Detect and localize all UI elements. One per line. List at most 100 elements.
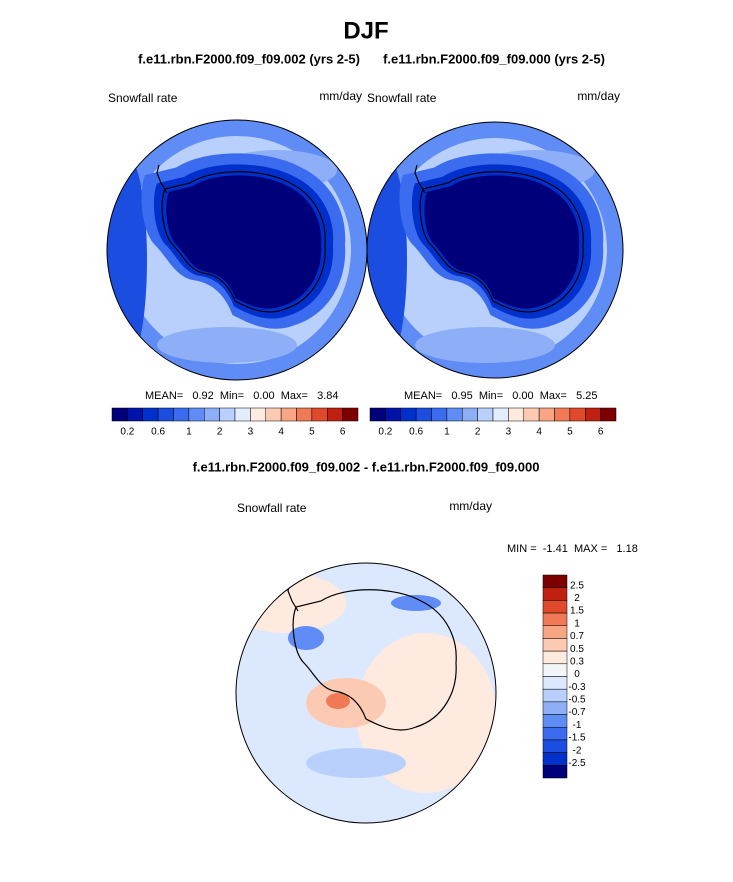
positive-patch: [236, 573, 346, 633]
negative-patch: [391, 595, 441, 611]
colorbar-box: [127, 407, 143, 422]
colorbar-label: 0.5: [570, 644, 584, 655]
colorbar-label: -0.7: [568, 707, 586, 718]
difference-title: f.e11.rbn.F2000.f09_f09.002 - f.e11.rbn.…: [193, 459, 540, 474]
colorbar-label: -1: [573, 720, 582, 731]
colorbar-label: 6: [340, 427, 346, 438]
colorbar-label: 0.3: [570, 656, 584, 667]
panel-title: f.e11.rbn.F2000.f09_f09.002 (yrs 2-5): [138, 51, 360, 66]
interior: [166, 175, 322, 309]
colorbar-box: [142, 407, 159, 422]
colorbar-label: -2: [573, 745, 582, 756]
colorbar-label: 0.2: [120, 427, 134, 438]
colorbar-box: [542, 574, 568, 588]
colorbar-box: [431, 407, 448, 422]
coastline: [161, 171, 326, 313]
colorbar-box: [538, 407, 555, 422]
colorbar-label: 1: [186, 427, 192, 438]
colorbar-label: 1.5: [570, 606, 584, 617]
stats: MEAN= 0.95 Min= 0.00 Max= 5.25: [404, 390, 598, 402]
colorbar-box: [342, 407, 359, 422]
colorbar-label: -1.5: [568, 733, 586, 744]
colorbar-box: [542, 612, 568, 626]
colorbar-box: [327, 407, 343, 422]
colorbar-box: [542, 663, 568, 677]
colorbar-box: [265, 407, 282, 422]
colorbar-label: 4: [536, 427, 542, 438]
map-border: [235, 562, 497, 824]
variable-label: Snowfall rate: [108, 91, 178, 105]
colorbar-box: [523, 407, 540, 422]
colorbar-box: [542, 638, 568, 652]
colorbar-label: 0.6: [151, 427, 165, 438]
units-label: mm/day: [577, 89, 620, 103]
figure-title: DJF: [343, 17, 388, 44]
colorbar-box: [280, 407, 297, 422]
colorbar-label: -0.3: [568, 682, 586, 693]
colorbar-box: [157, 407, 174, 422]
map: [107, 120, 367, 380]
colorbar-box: [250, 407, 266, 422]
colorbar-box: [542, 676, 568, 690]
colorbar-box: [477, 407, 494, 422]
colorbar-box: [400, 407, 417, 422]
colorbar-label: 0.7: [570, 631, 584, 642]
colorbar-box: [569, 407, 586, 422]
colorbar-label: 0.6: [409, 427, 423, 438]
positive-patch: [326, 693, 350, 709]
coastline: [414, 164, 426, 194]
colorbar-box: [542, 701, 568, 715]
colorbar-label: 5: [309, 427, 315, 438]
colorbar-box: [204, 407, 220, 422]
colorbar-box: [542, 600, 568, 614]
colorbar-box: [446, 407, 463, 422]
colorbar-label: 2: [574, 593, 580, 604]
colorbar-box: [173, 407, 190, 422]
colorbar-label: 6: [598, 427, 604, 438]
colorbar-box: [369, 407, 386, 422]
colorbar-label: 0.2: [378, 427, 392, 438]
colorbar-label: 5: [567, 427, 573, 438]
coastline: [419, 171, 584, 313]
colorbar-box: [415, 407, 432, 422]
stats: MEAN= 0.92 Min= 0.00 Max= 3.84: [145, 390, 339, 402]
colorbar-label: 1: [444, 427, 450, 438]
interior: [424, 175, 580, 309]
colorbar-label: 0: [574, 669, 580, 680]
panel-title: f.e11.rbn.F2000.f09_f09.000 (yrs 2-5): [383, 51, 605, 66]
colorbar-box: [296, 407, 313, 422]
colorbar-box: [219, 407, 236, 422]
map: [236, 563, 496, 823]
colorbar-box: [111, 407, 128, 422]
units-label: mm/day: [449, 499, 492, 513]
colorbar-box: [542, 688, 568, 703]
colorbar-box: [554, 407, 571, 422]
colorbar-label: 2: [217, 427, 223, 438]
negative-patch: [306, 748, 406, 778]
colorbar-box: [542, 765, 568, 779]
colorbar-box: [311, 407, 328, 422]
coastline: [292, 589, 457, 731]
colorbar-label: -2.5: [568, 758, 586, 769]
colorbar-label: 2.5: [570, 580, 584, 591]
colorbar-label: -0.5: [568, 695, 586, 706]
colorbar-box: [585, 407, 601, 422]
variable-label: Snowfall rate: [367, 91, 437, 105]
colorbar-label: 2: [475, 427, 481, 438]
colorbar-box: [462, 407, 478, 422]
colorbar-box: [600, 407, 617, 422]
map-border: [366, 121, 624, 379]
colorbar-label: 4: [278, 427, 284, 438]
colorbar-box: [234, 407, 251, 422]
variable-label: Snowfall rate: [237, 501, 307, 515]
colorbar-label: 3: [248, 427, 254, 438]
colorbar-label: 1: [574, 618, 580, 629]
colorbar-box: [492, 407, 509, 422]
colorbar-box: [542, 587, 568, 601]
west-band: [107, 156, 147, 364]
colorbar-box: [508, 407, 524, 422]
colorbar-box: [188, 407, 205, 422]
colorbar-label: 3: [506, 427, 512, 438]
ocean-patch: [157, 327, 297, 363]
